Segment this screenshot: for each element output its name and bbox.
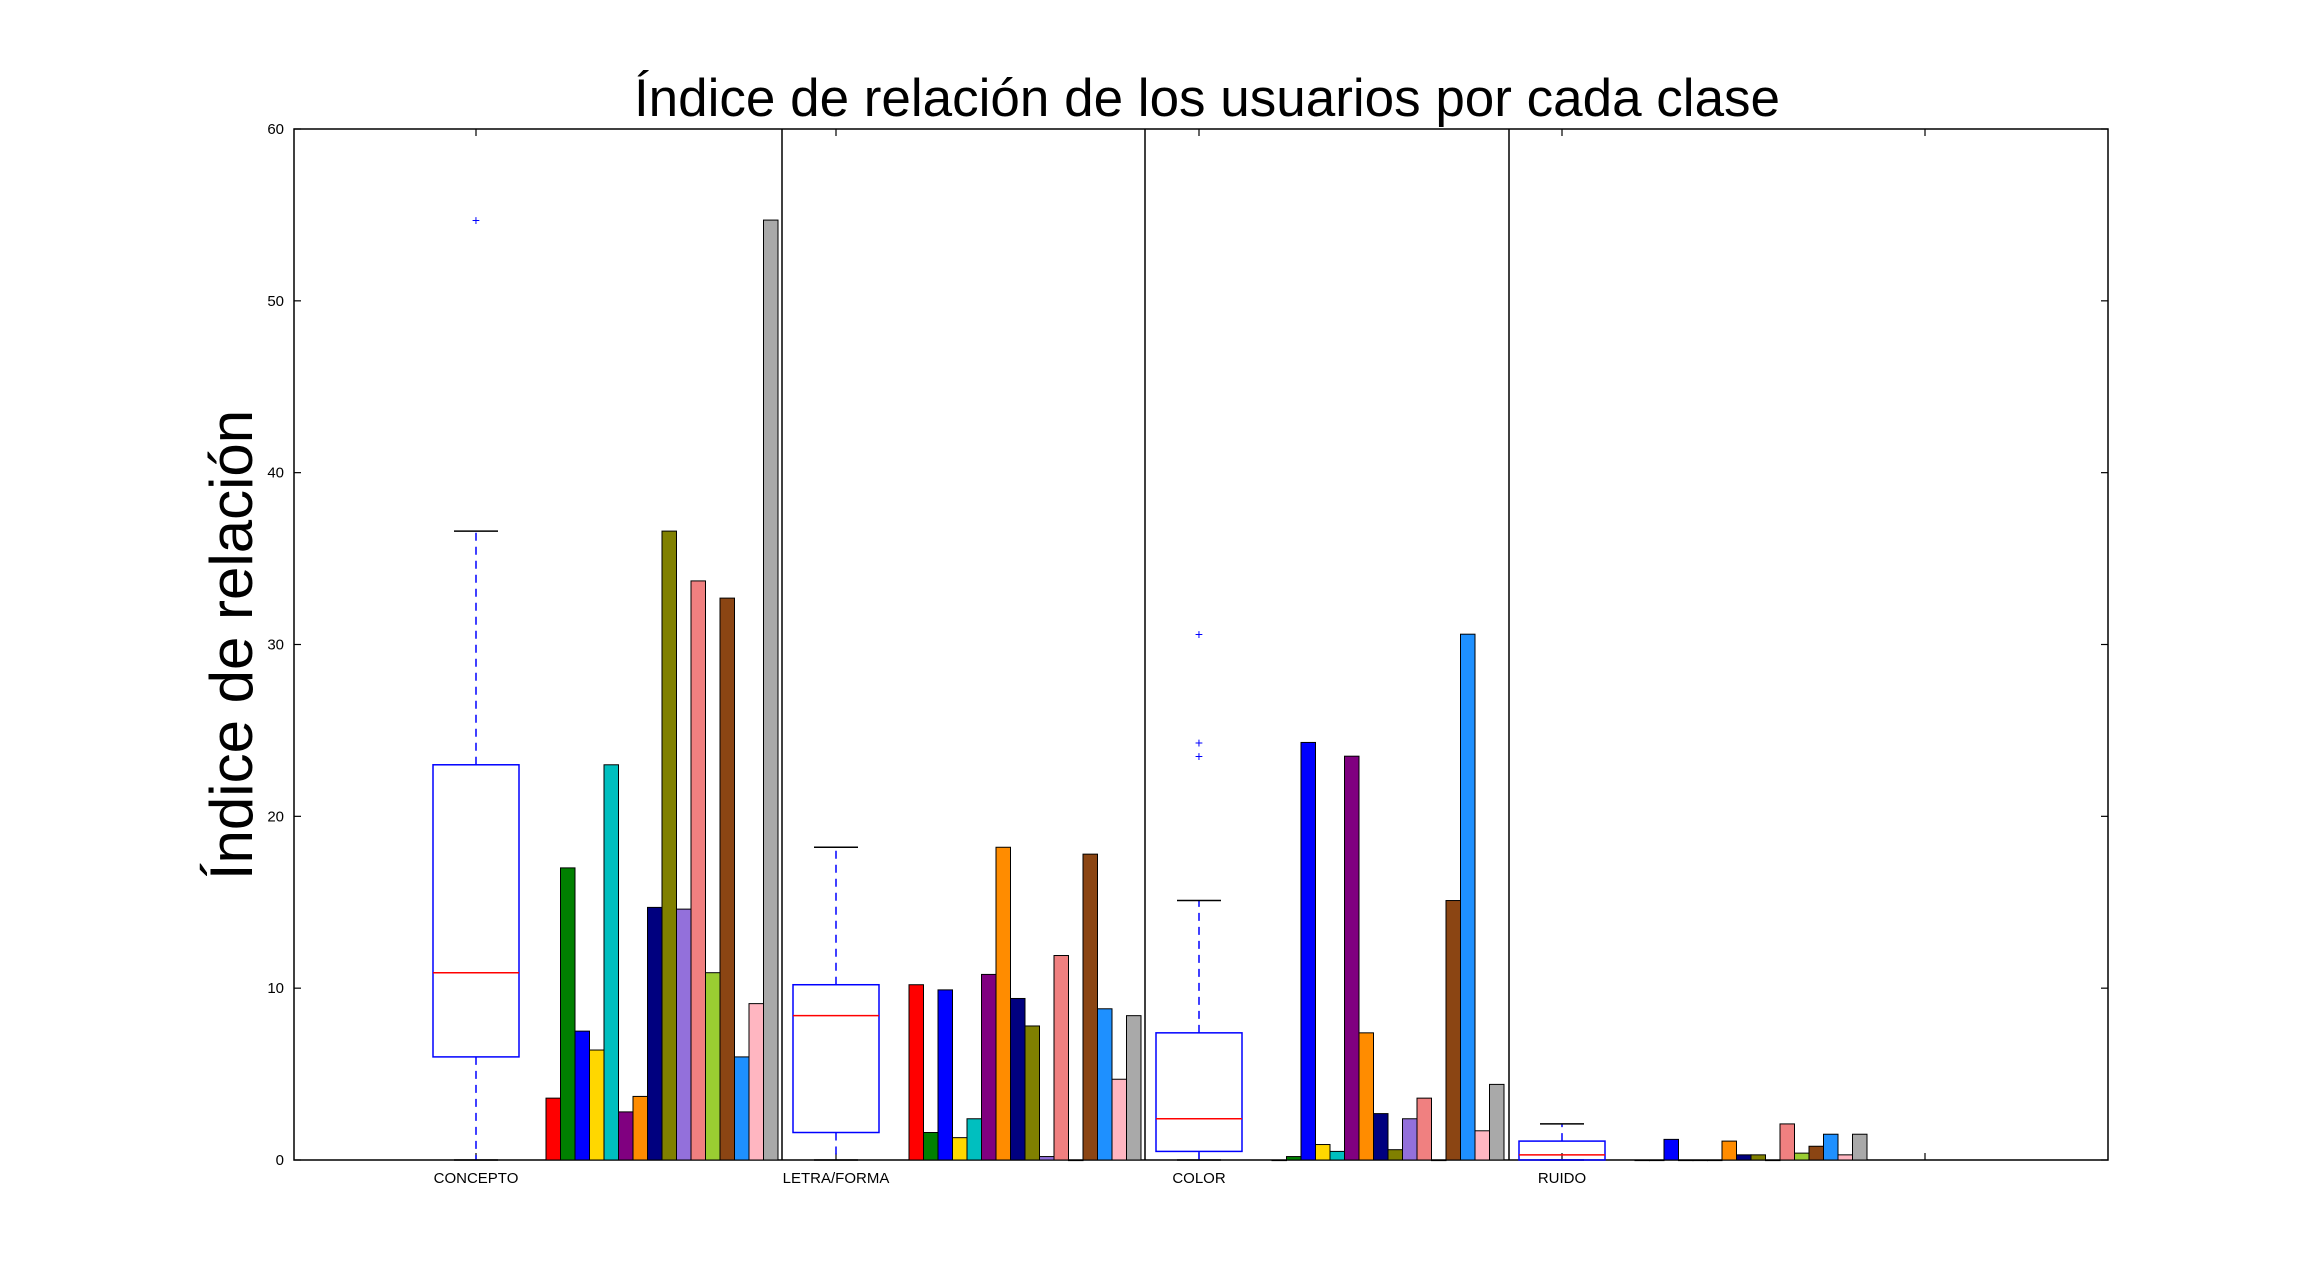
- y-tick-label: 40: [267, 465, 284, 482]
- bar: [1097, 1008, 1113, 1161]
- bar: [589, 1049, 605, 1161]
- bar: [1286, 1156, 1302, 1161]
- bar: [1736, 1154, 1752, 1161]
- bar: [690, 580, 706, 1161]
- x-tick-label: LETRA/FORMA: [783, 1170, 890, 1187]
- bar: [1010, 997, 1026, 1161]
- bar: [603, 764, 619, 1161]
- bar: [1837, 1154, 1853, 1161]
- boxplot-outlier: +: [1195, 626, 1203, 642]
- bar: [1678, 1159, 1694, 1162]
- bar: [661, 530, 677, 1161]
- bar: [1068, 1159, 1084, 1162]
- bar: [1750, 1154, 1766, 1161]
- boxplot-box: [1518, 1140, 1606, 1161]
- bar: [1416, 1097, 1432, 1161]
- bar: [676, 908, 692, 1161]
- bar: [763, 219, 779, 1161]
- y-tick-label: 20: [267, 808, 284, 825]
- bar: [734, 1056, 750, 1161]
- bar: [1721, 1140, 1737, 1161]
- bar: [1126, 1015, 1142, 1161]
- y-tick-label: 0: [276, 1152, 284, 1169]
- bar: [1082, 853, 1098, 1161]
- bar: [1808, 1145, 1824, 1161]
- bar: [1634, 1159, 1650, 1162]
- bar: [1823, 1133, 1839, 1161]
- boxplot-box: [792, 983, 880, 1134]
- bar: [560, 867, 576, 1161]
- bar: [545, 1097, 561, 1161]
- y-axis-label: Índice de relación: [198, 410, 265, 880]
- boxplot-box: [432, 764, 520, 1058]
- x-tick-label: COLOR: [1172, 1170, 1226, 1187]
- bar: [1663, 1138, 1679, 1161]
- bar: [1373, 1113, 1389, 1161]
- bar: [1445, 900, 1461, 1161]
- boxplot-outlier: +: [1195, 734, 1203, 750]
- bar: [995, 846, 1011, 1161]
- bar: [1315, 1144, 1331, 1161]
- bar: [1707, 1159, 1723, 1162]
- bar: [1779, 1123, 1795, 1161]
- bar: [1649, 1159, 1665, 1162]
- bar: [1300, 741, 1316, 1161]
- x-tick-label: RUIDO: [1538, 1170, 1586, 1187]
- bar: [1024, 1025, 1040, 1161]
- bar: [1053, 955, 1069, 1161]
- bar: [1489, 1083, 1505, 1161]
- bar: [705, 972, 721, 1161]
- bar: [1460, 633, 1476, 1161]
- bar: [574, 1030, 590, 1161]
- bar: [966, 1118, 982, 1161]
- bar: [1329, 1150, 1345, 1161]
- bar: [923, 1132, 939, 1161]
- boxplot-outlier: +: [472, 212, 480, 228]
- bar: [1765, 1159, 1781, 1162]
- bar: [618, 1111, 634, 1161]
- bar: [937, 989, 953, 1161]
- bar: [1271, 1159, 1287, 1162]
- plot-area: 0 10 20 30 40 50 60 CONCEPTO LETRA/FORMA COLOR RUI…: [267, 121, 2109, 1187]
- bar: [1358, 1032, 1374, 1161]
- y-tick-label: 60: [267, 121, 284, 138]
- y-tick-label: 30: [267, 637, 284, 654]
- y-tick-label: 10: [267, 980, 284, 997]
- bar: [647, 906, 663, 1161]
- bar: [1344, 755, 1360, 1161]
- bar: [1692, 1159, 1708, 1162]
- y-tick-label: 50: [267, 293, 284, 310]
- bar: [1039, 1156, 1055, 1161]
- boxplot-box: [1155, 1032, 1243, 1153]
- bar: [1402, 1118, 1418, 1161]
- x-tick-label: CONCEPTO: [434, 1170, 519, 1187]
- bar: [632, 1095, 648, 1161]
- bar: [952, 1137, 968, 1161]
- bar: [908, 984, 924, 1161]
- boxplot-outlier: +: [1195, 748, 1203, 764]
- bar: [719, 597, 735, 1161]
- bar: [748, 1003, 764, 1161]
- bar: [1387, 1149, 1403, 1161]
- bar: [1111, 1078, 1127, 1161]
- bar: [981, 973, 997, 1161]
- bar: [1852, 1133, 1868, 1161]
- bar: [1794, 1152, 1810, 1161]
- bar: [1474, 1130, 1490, 1161]
- chart-title: Índice de relación de los usuarios por c…: [634, 69, 1780, 128]
- bar: [1431, 1159, 1447, 1162]
